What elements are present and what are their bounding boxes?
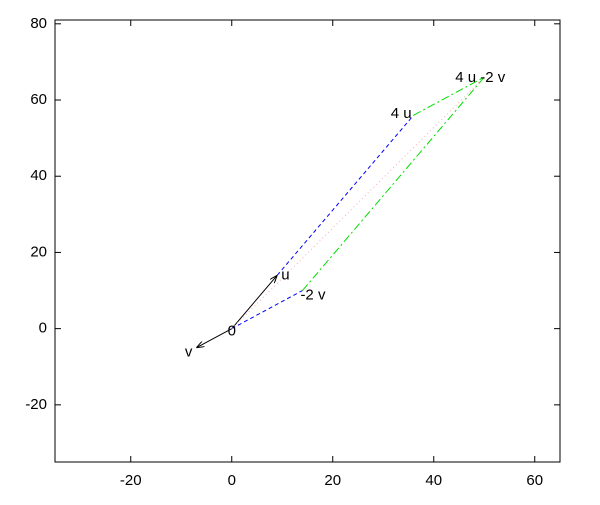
y-tick-label: 40 xyxy=(30,167,47,184)
vector xyxy=(231,76,485,329)
x-tick-label: 0 xyxy=(228,472,236,489)
point-label: 0 xyxy=(228,323,236,340)
y-tick-label: 80 xyxy=(30,15,47,32)
vector xyxy=(413,76,485,116)
y-tick-label: 20 xyxy=(30,243,47,260)
y-tick-label: 0 xyxy=(39,320,47,337)
x-tick-label: 20 xyxy=(324,472,341,489)
vector xyxy=(302,76,485,291)
y-tick-label: 60 xyxy=(30,91,47,108)
plot-frame xyxy=(54,19,561,463)
point-label: u xyxy=(281,266,289,283)
x-tick-label: 40 xyxy=(425,472,442,489)
point-label: 4 u -2 v xyxy=(455,69,506,86)
vector xyxy=(276,114,414,276)
vector xyxy=(231,275,277,329)
point-label: -2 v xyxy=(300,287,326,304)
x-tick-label: -20 xyxy=(120,472,142,489)
point-label: v xyxy=(185,344,193,361)
point-label: 4 u xyxy=(391,105,412,122)
vector xyxy=(196,328,232,348)
x-tick-label: 60 xyxy=(526,472,543,489)
vector xyxy=(231,290,303,330)
y-tick-label: -20 xyxy=(25,396,47,413)
